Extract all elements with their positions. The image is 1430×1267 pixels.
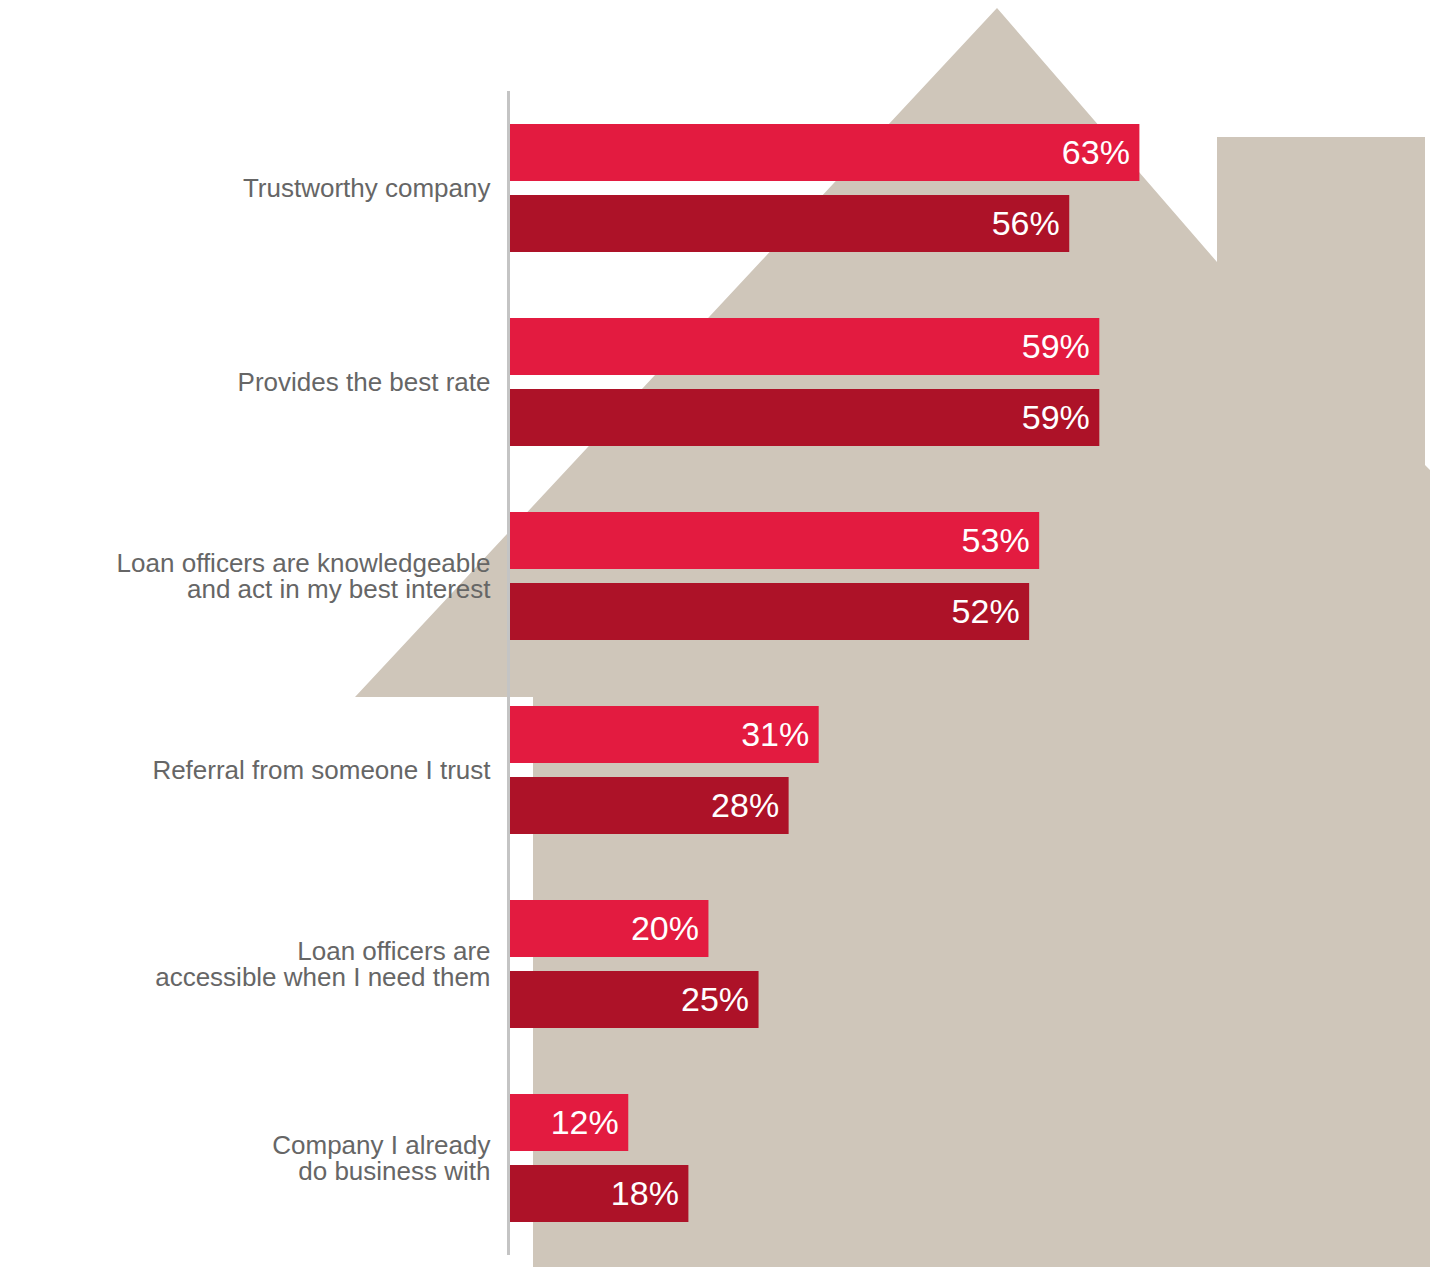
svg-text:63%: 63% [1062,133,1130,171]
svg-text:31%: 31% [741,715,809,753]
svg-text:Provides the best rate: Provides the best rate [238,367,491,397]
svg-text:Loan officers areaccessible wh: Loan officers areaccessible when I need … [155,936,490,992]
svg-text:25%: 25% [681,980,749,1018]
svg-text:Referral from someone I trust: Referral from someone I trust [152,755,491,785]
svg-text:20%: 20% [631,909,699,947]
svg-text:18%: 18% [611,1174,679,1212]
svg-text:Trustworthy company: Trustworthy company [243,173,491,203]
svg-text:Company I alreadydo business w: Company I alreadydo business with [272,1130,490,1186]
svg-text:Loan officers are knowledgeabl: Loan officers are knowledgeableand act i… [117,548,492,604]
svg-text:56%: 56% [992,204,1060,242]
svg-text:12%: 12% [551,1103,619,1141]
svg-text:52%: 52% [952,592,1020,630]
svg-text:59%: 59% [1022,398,1090,436]
svg-text:28%: 28% [711,786,779,824]
svg-text:53%: 53% [962,521,1030,559]
svg-text:59%: 59% [1022,327,1090,365]
